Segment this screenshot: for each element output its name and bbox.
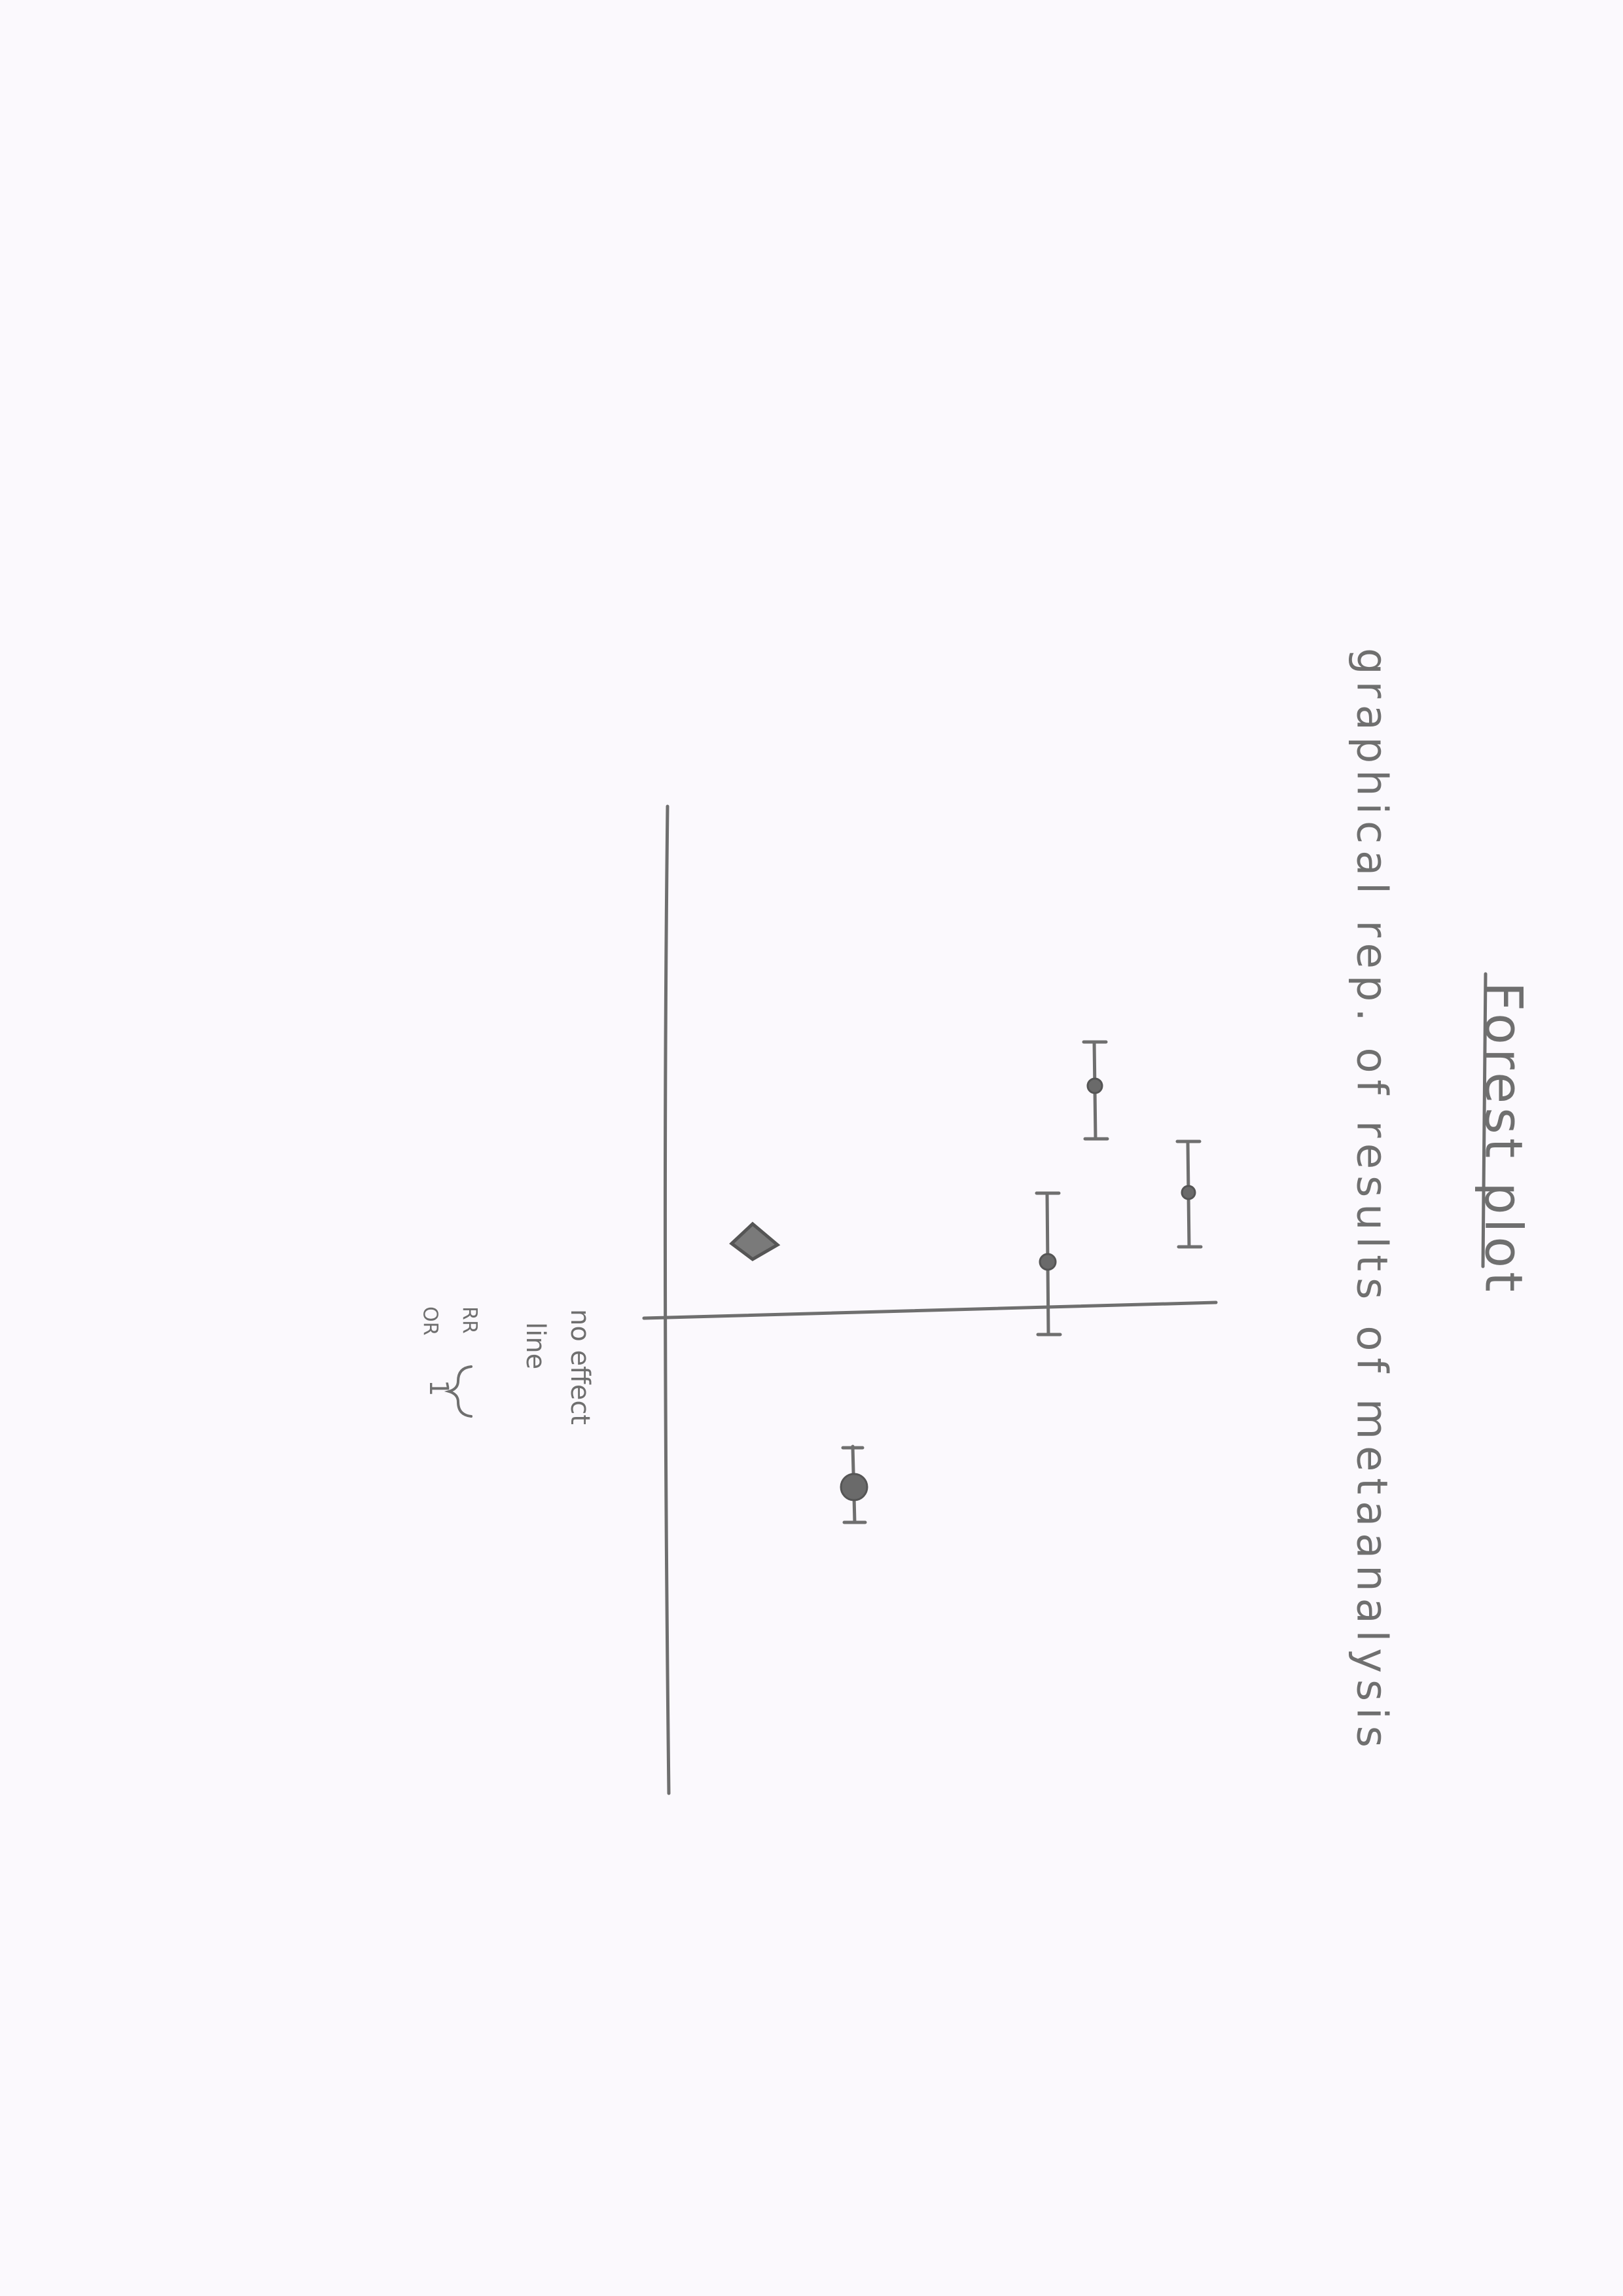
annotation: no effect	[565, 1309, 595, 1425]
no-effect-line	[642, 1300, 1218, 1320]
brace	[444, 1365, 473, 1418]
study-estimate	[1035, 1191, 1062, 1336]
axis-line	[663, 804, 671, 1795]
point	[1039, 1253, 1057, 1271]
title-underline	[1481, 972, 1488, 1268]
study-estimate	[840, 1444, 868, 1524]
point	[1086, 1077, 1103, 1094]
study-estimate	[1082, 1040, 1109, 1141]
annotation: RR	[458, 1306, 481, 1334]
annotation: line	[520, 1322, 550, 1369]
annotation: 1	[423, 1380, 454, 1396]
annotation: OR	[419, 1306, 442, 1335]
point	[840, 1473, 868, 1501]
pooled-diamond	[729, 1221, 781, 1261]
point	[1181, 1185, 1196, 1200]
study-estimate	[1175, 1139, 1203, 1249]
